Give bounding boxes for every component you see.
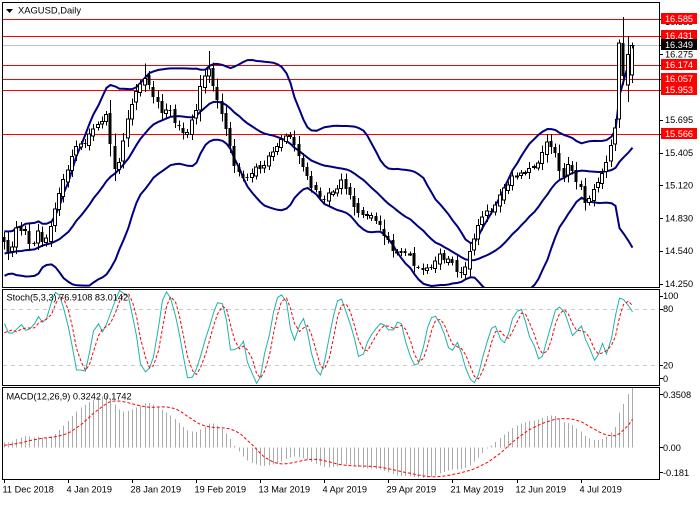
svg-text:-0.181: -0.181 (663, 468, 689, 478)
svg-text:4 Apr 2019: 4 Apr 2019 (323, 485, 367, 495)
svg-text:15.405: 15.405 (665, 148, 693, 158)
svg-text:16.275: 16.275 (665, 49, 693, 59)
svg-text:16.585: 16.585 (665, 14, 693, 24)
svg-text:19 Feb 2019: 19 Feb 2019 (195, 485, 247, 495)
svg-text:4 Jul 2019: 4 Jul 2019 (580, 485, 622, 495)
svg-text:16.349: 16.349 (665, 40, 693, 50)
svg-text:29 Apr 2019: 29 Apr 2019 (387, 485, 437, 495)
svg-text:28 Jan 2019: 28 Jan 2019 (131, 485, 182, 495)
svg-text:15.120: 15.120 (665, 180, 693, 190)
svg-text:15.953: 15.953 (665, 85, 693, 95)
svg-text:12 Jun 2019: 12 Jun 2019 (516, 485, 567, 495)
svg-text:13 Mar 2019: 13 Mar 2019 (259, 485, 311, 495)
svg-text:16.431: 16.431 (665, 31, 693, 41)
svg-text:100: 100 (663, 291, 678, 301)
svg-text:21 May 2019: 21 May 2019 (451, 485, 504, 495)
svg-text:11 Dec 2018: 11 Dec 2018 (3, 485, 54, 495)
svg-text:0.3508: 0.3508 (663, 390, 691, 400)
svg-text:4 Jan 2019: 4 Jan 2019 (67, 485, 112, 495)
svg-text:15.566: 15.566 (665, 129, 693, 139)
svg-text:14.250: 14.250 (665, 279, 693, 289)
svg-text:16.174: 16.174 (665, 60, 693, 70)
svg-text:15.695: 15.695 (665, 115, 693, 125)
svg-text:0: 0 (663, 374, 668, 384)
svg-text:14.540: 14.540 (665, 246, 693, 256)
svg-text:XAGUSD,Daily: XAGUSD,Daily (18, 5, 81, 16)
svg-text:Stoch(5,3,3) 76.9108 83.0142: Stoch(5,3,3) 76.9108 83.0142 (7, 292, 129, 302)
svg-text:20: 20 (663, 361, 673, 371)
svg-text:16.057: 16.057 (665, 74, 693, 84)
svg-text:0.00: 0.00 (663, 443, 681, 453)
svg-text:MACD(12,26,9) 0.3242 0.1742: MACD(12,26,9) 0.3242 0.1742 (7, 391, 132, 401)
svg-text:14.830: 14.830 (665, 213, 693, 223)
svg-text:80: 80 (663, 304, 673, 314)
